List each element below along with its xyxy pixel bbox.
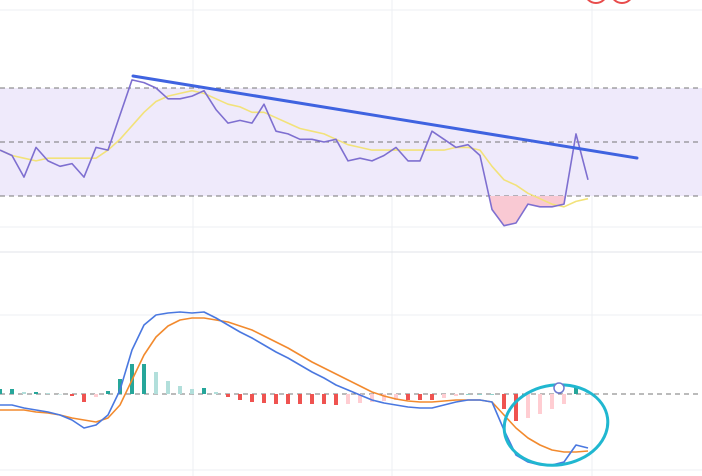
histogram-bar	[22, 392, 26, 394]
plot	[0, 79, 702, 466]
marker	[553, 382, 565, 394]
histogram-bar	[514, 394, 518, 421]
histogram-bar	[574, 387, 578, 394]
histogram-bar	[166, 381, 170, 394]
histogram-bar	[394, 394, 398, 400]
histogram-bar	[214, 392, 218, 394]
series-line	[0, 79, 589, 227]
series-line	[0, 317, 589, 453]
trend-line	[131, 74, 639, 160]
histogram-bar	[298, 394, 302, 404]
histogram-bar	[502, 394, 506, 409]
icon	[613, 0, 631, 4]
histogram-bar	[262, 394, 266, 403]
histogram-bar	[538, 394, 542, 414]
series-line	[0, 89, 589, 208]
histogram-bar	[94, 394, 98, 397]
histogram-bar	[70, 394, 74, 396]
histogram-bar	[490, 394, 494, 395]
histogram-bar	[154, 372, 158, 394]
histogram-bar	[526, 394, 530, 418]
annotations	[131, 0, 639, 467]
histogram-bar	[286, 394, 290, 404]
histogram-bar	[406, 394, 410, 400]
histogram-bar	[142, 364, 146, 394]
histogram-bar	[34, 392, 38, 394]
histogram-bar	[238, 394, 242, 400]
histogram-bar	[58, 394, 62, 395]
histogram-bar	[370, 394, 374, 402]
histogram-bar	[118, 379, 122, 394]
histogram-bar	[274, 394, 278, 404]
histogram-bar	[0, 389, 2, 394]
series-line	[0, 311, 589, 466]
histogram-bar	[322, 394, 326, 404]
histogram-bar	[346, 394, 350, 404]
histogram-bar	[82, 394, 86, 402]
histogram-bar	[442, 394, 446, 398]
oversold-fill	[0, 196, 588, 226]
histogram-bar	[466, 394, 470, 395]
histogram-bar	[310, 394, 314, 404]
histogram-bar	[418, 394, 422, 400]
histogram-bar	[190, 389, 194, 394]
histogram-bar	[334, 394, 338, 405]
histogram-bar	[550, 394, 554, 409]
histogram-bar	[562, 394, 566, 404]
histogram-bar	[250, 394, 254, 402]
histogram-bar	[10, 389, 14, 394]
histogram-bar	[358, 394, 362, 403]
highlight-circle	[502, 383, 610, 467]
histogram-bar	[454, 394, 458, 396]
histogram-bar	[178, 386, 182, 394]
histogram-bar	[382, 394, 386, 401]
histogram-bar	[478, 394, 482, 395]
histogram-bar	[430, 394, 434, 400]
histogram-bar	[202, 388, 206, 394]
icon	[587, 0, 605, 4]
histogram-bar	[106, 391, 110, 394]
histogram-bar	[46, 393, 50, 394]
histogram-bar	[226, 394, 230, 397]
